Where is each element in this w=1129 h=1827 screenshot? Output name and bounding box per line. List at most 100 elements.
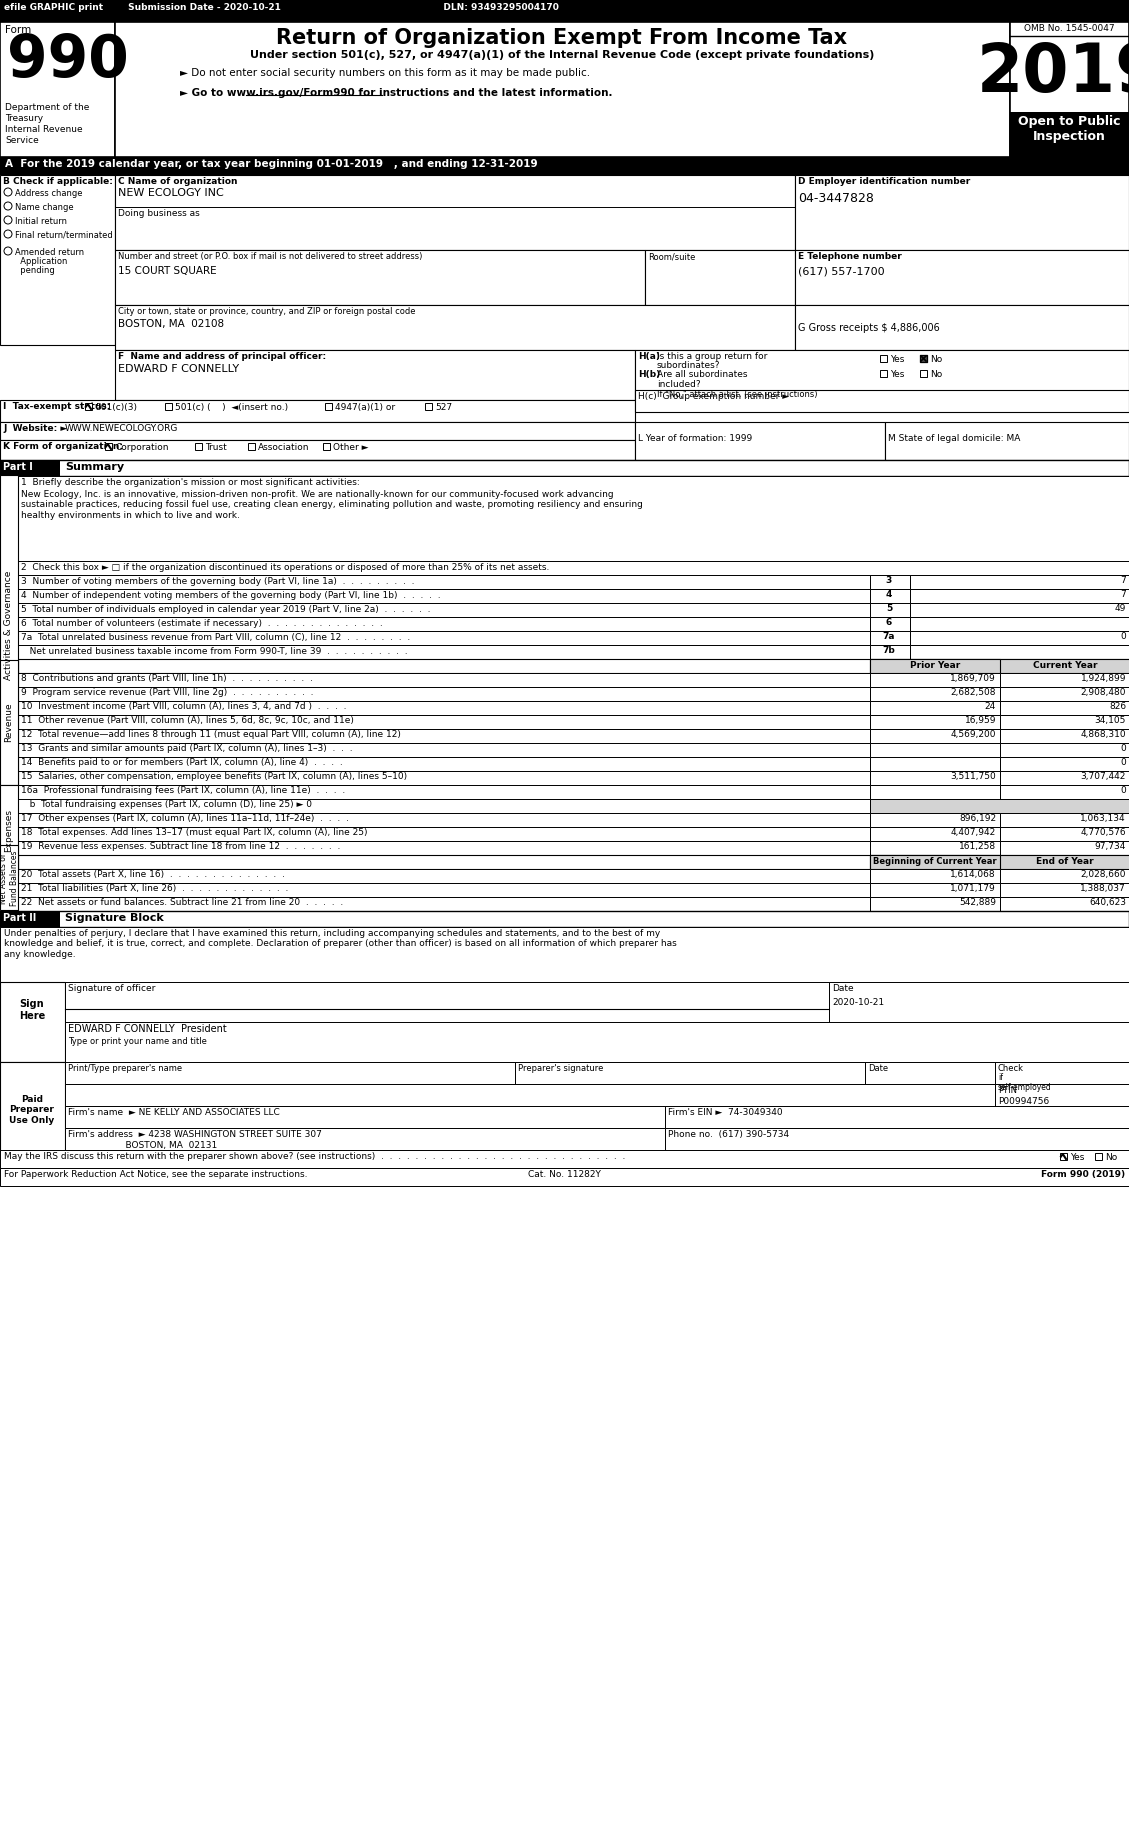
Text: 49: 49: [1114, 605, 1126, 614]
Text: Internal Revenue: Internal Revenue: [5, 124, 82, 133]
Bar: [870, 756, 1000, 771]
Text: Firm's EIN ►  74-3049340: Firm's EIN ► 74-3049340: [668, 1107, 782, 1116]
Text: Doing business as: Doing business as: [119, 208, 200, 217]
Bar: [870, 603, 910, 618]
Text: P00994756: P00994756: [998, 1096, 1049, 1105]
Bar: [870, 828, 1000, 840]
Text: L Year of formation: 1999: L Year of formation: 1999: [638, 435, 752, 442]
Text: 4,770,576: 4,770,576: [1080, 828, 1126, 837]
Text: Part I: Part I: [3, 462, 33, 471]
Bar: [1000, 687, 1129, 702]
Bar: [65, 1021, 1129, 1061]
Text: 501(c)(3): 501(c)(3): [95, 404, 137, 413]
Text: K Form of organization:: K Form of organization:: [3, 442, 123, 451]
Bar: [115, 351, 634, 400]
Text: Yes: Yes: [890, 371, 904, 378]
Bar: [634, 422, 885, 460]
Bar: [0, 1167, 1129, 1186]
Text: 16a  Professional fundraising fees (Part IX, column (A), line 11e)  .  .  .  .: 16a Professional fundraising fees (Part …: [21, 786, 345, 795]
Bar: [910, 603, 1129, 618]
Text: Yes: Yes: [1070, 1153, 1084, 1162]
Text: Type or print your name and title: Type or print your name and title: [68, 1038, 207, 1047]
Text: 17  Other expenses (Part IX, column (A), lines 11a–11d, 11f–24e)  .  .  .  .: 17 Other expenses (Part IX, column (A), …: [21, 815, 349, 822]
Bar: [1000, 672, 1129, 687]
Text: 3: 3: [886, 576, 892, 585]
Text: Sign
Here: Sign Here: [19, 999, 45, 1021]
Text: 3  Number of voting members of the governing body (Part VI, line 1a)  .  .  .  .: 3 Number of voting members of the govern…: [21, 577, 414, 586]
Text: M State of legal domicile: MA: M State of legal domicile: MA: [889, 435, 1021, 442]
Bar: [0, 1149, 1129, 1167]
Bar: [870, 702, 1000, 714]
Text: 2019: 2019: [977, 40, 1129, 106]
Text: Number and street (or P.O. box if mail is not delivered to street address): Number and street (or P.O. box if mail i…: [119, 252, 422, 261]
Bar: [195, 442, 202, 449]
Text: 10  Investment income (Part VIII, column (A), lines 3, 4, and 7d )  .  .  .  .: 10 Investment income (Part VIII, column …: [21, 702, 347, 711]
Text: D Employer identification number: D Employer identification number: [798, 177, 970, 186]
Text: 1,063,134: 1,063,134: [1080, 815, 1126, 822]
Bar: [1000, 756, 1129, 771]
Text: New Ecology, Inc. is an innovative, mission-driven non-profit. We are nationally: New Ecology, Inc. is an innovative, miss…: [21, 490, 642, 521]
Bar: [18, 645, 1129, 660]
Bar: [1000, 828, 1129, 840]
Bar: [65, 1105, 665, 1127]
Text: 2,908,480: 2,908,480: [1080, 689, 1126, 696]
Text: 11  Other revenue (Part VIII, column (A), lines 5, 6d, 8c, 9c, 10c, and 11e): 11 Other revenue (Part VIII, column (A),…: [21, 716, 353, 725]
Text: 7: 7: [1120, 590, 1126, 599]
Bar: [870, 840, 1000, 855]
Bar: [18, 756, 870, 771]
Text: subordinates?: subordinates?: [657, 362, 720, 371]
Text: 21  Total liabilities (Part X, line 26)  .  .  .  .  .  .  .  .  .  .  .  .  .: 21 Total liabilities (Part X, line 26) .…: [21, 884, 288, 893]
Text: 24: 24: [984, 702, 996, 711]
Bar: [18, 828, 870, 840]
Text: 5  Total number of individuals employed in calendar year 2019 (Part V, line 2a) : 5 Total number of individuals employed i…: [21, 605, 430, 614]
Bar: [18, 786, 870, 798]
Bar: [1000, 729, 1129, 744]
Text: 22  Net assets or fund balances. Subtract line 21 from line 20  .  .  .  .  .: 22 Net assets or fund balances. Subtract…: [21, 899, 343, 906]
Text: Revenue: Revenue: [5, 702, 14, 742]
Text: No: No: [1105, 1153, 1118, 1162]
Text: Amended return: Amended return: [15, 248, 85, 258]
Bar: [18, 870, 870, 882]
Bar: [0, 400, 634, 422]
Text: 0: 0: [1120, 744, 1126, 753]
Bar: [1000, 786, 1129, 798]
Text: 34,105: 34,105: [1095, 716, 1126, 725]
Text: 0: 0: [1120, 632, 1126, 641]
Bar: [18, 897, 870, 912]
Bar: [1000, 771, 1129, 786]
Bar: [18, 618, 1129, 630]
Text: 2020-10-21: 2020-10-21: [832, 998, 884, 1007]
Text: 9  Program service revenue (Part VIII, line 2g)  .  .  .  .  .  .  .  .  .  .: 9 Program service revenue (Part VIII, li…: [21, 689, 314, 696]
Text: OMB No. 1545-0047: OMB No. 1545-0047: [1024, 24, 1114, 33]
Text: Under penalties of perjury, I declare that I have examined this return, includin: Under penalties of perjury, I declare th…: [5, 928, 676, 959]
Bar: [18, 672, 870, 687]
Bar: [879, 371, 887, 376]
Bar: [910, 618, 1129, 630]
Text: 15 COURT SQUARE: 15 COURT SQUARE: [119, 267, 217, 276]
Bar: [885, 422, 1129, 460]
Bar: [115, 305, 795, 351]
Bar: [115, 175, 795, 250]
Bar: [665, 1105, 1129, 1127]
Text: Form: Form: [5, 26, 32, 35]
Bar: [870, 813, 1000, 828]
Text: Firm's address  ► 4238 WASHINGTON STREET SUITE 307: Firm's address ► 4238 WASHINGTON STREET …: [68, 1131, 322, 1138]
Text: H(a): H(a): [638, 353, 660, 362]
Bar: [879, 354, 887, 362]
Text: EDWARD F CONNELLY  President: EDWARD F CONNELLY President: [68, 1023, 227, 1034]
Text: 7b: 7b: [883, 647, 895, 656]
Text: Application: Application: [15, 258, 68, 267]
Bar: [920, 354, 927, 362]
Bar: [1000, 702, 1129, 714]
Bar: [634, 389, 1129, 413]
Bar: [870, 897, 1000, 912]
Bar: [18, 729, 870, 744]
Text: 0: 0: [1120, 758, 1126, 767]
Bar: [1000, 813, 1129, 828]
Text: For Paperwork Reduction Act Notice, see the separate instructions.: For Paperwork Reduction Act Notice, see …: [5, 1169, 307, 1178]
Text: End of Year: End of Year: [1036, 857, 1094, 866]
Text: efile GRAPHIC print        Submission Date - 2020-10-21                         : efile GRAPHIC print Submission Date - 20…: [5, 4, 559, 13]
Bar: [18, 603, 1129, 618]
Bar: [865, 1061, 995, 1083]
Text: Date: Date: [868, 1063, 889, 1072]
